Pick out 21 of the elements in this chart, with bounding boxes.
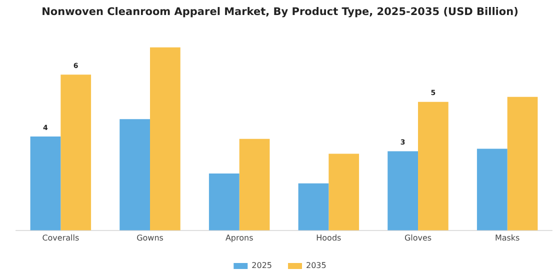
bar xyxy=(239,138,270,230)
bar xyxy=(418,102,448,230)
bar xyxy=(60,74,92,230)
x-tick-label: Gloves xyxy=(404,233,432,242)
chart-title: Nonwoven Cleanroom Apparel Market, By Product Type, 2025-2035 (USD Billion) xyxy=(42,6,518,18)
x-tick-label: Aprons xyxy=(225,233,254,242)
bar xyxy=(298,183,329,230)
bar xyxy=(208,174,240,230)
x-tick-label: Coveralls xyxy=(42,233,80,242)
x-tick-label: Gowns xyxy=(136,233,164,242)
legend-label: 2025 xyxy=(252,261,272,270)
bar xyxy=(30,136,61,230)
x-tick-label: Hoods xyxy=(316,233,342,242)
bar xyxy=(120,119,150,230)
bar xyxy=(507,96,538,230)
bar xyxy=(150,47,180,230)
bar xyxy=(388,151,418,230)
x-tick-label: Masks xyxy=(494,233,520,242)
bar xyxy=(328,154,360,230)
bar xyxy=(476,148,508,230)
legend-label: 2035 xyxy=(306,261,326,270)
